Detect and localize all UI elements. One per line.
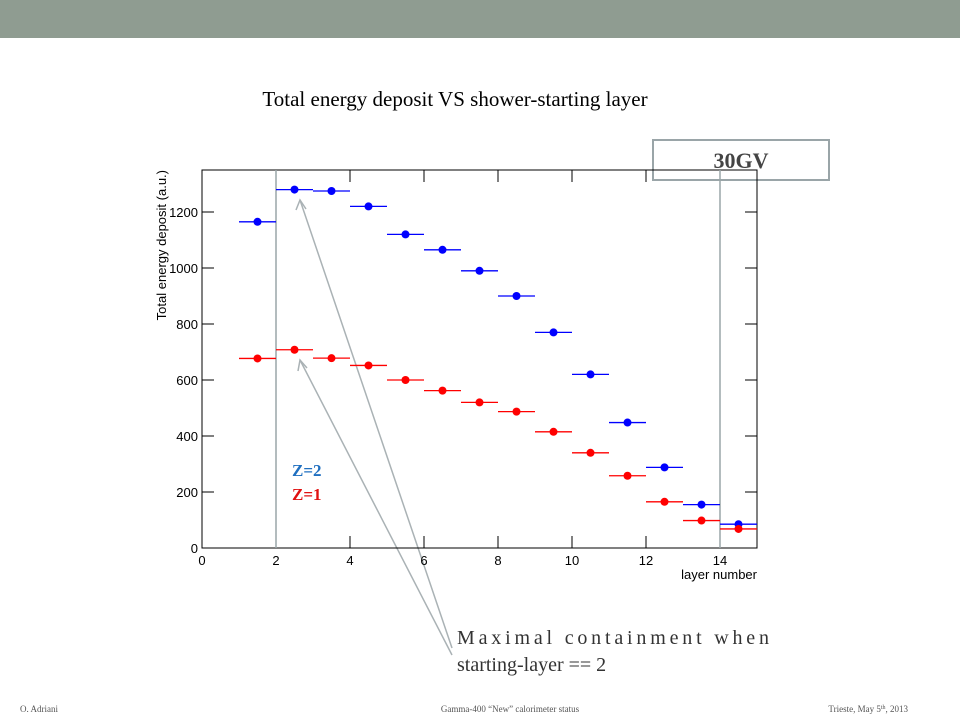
point: [697, 516, 706, 525]
footer-date: , 2013: [886, 704, 909, 714]
y-tick-label: 1200: [169, 205, 198, 220]
x-tick-label: 4: [346, 553, 353, 568]
legend-label: Z=2: [292, 461, 322, 480]
point: [623, 471, 632, 480]
x-tick-label: 6: [420, 553, 427, 568]
point: [438, 386, 447, 395]
point: [327, 354, 336, 363]
x-tick-label: 12: [639, 553, 653, 568]
x-tick-label: 8: [494, 553, 501, 568]
point: [253, 354, 262, 363]
header-bar: [0, 0, 960, 38]
point: [475, 398, 484, 407]
annotation: starting-layer == 2: [457, 654, 606, 676]
point: [660, 463, 669, 472]
y-tick-label: 0: [191, 541, 198, 556]
legend-label: Z=1: [292, 485, 322, 504]
annotation: Maximal containment when: [457, 627, 769, 649]
point: [401, 376, 410, 384]
point: [586, 370, 595, 379]
y-tick-label: 1000: [169, 261, 198, 276]
point: [327, 187, 336, 195]
y-tick-label: 600: [176, 373, 198, 388]
arrow: [299, 199, 453, 649]
label-box: [652, 139, 830, 181]
y-axis-label: Total energy deposit (a.u.): [154, 170, 169, 320]
arrowhead: [297, 358, 308, 372]
arrows: [295, 198, 453, 656]
arrowhead: [295, 198, 307, 211]
point: [253, 217, 262, 226]
point: [586, 448, 595, 457]
point: [549, 328, 558, 337]
plot-frame: [201, 169, 758, 549]
point: [512, 407, 521, 416]
point: [549, 427, 558, 436]
footer-date-sup: th: [881, 705, 886, 711]
footer-center: Gamma-400 “New” calorimeter status: [441, 704, 580, 714]
box-label: 30GV: [714, 148, 769, 173]
x-tick-label: 0: [198, 553, 205, 568]
point: [290, 185, 299, 194]
footer-date: Trieste, May 5: [828, 704, 881, 714]
y-tick-label: 800: [176, 317, 198, 332]
x-axis-label: layer number: [681, 567, 758, 582]
point: [623, 418, 632, 427]
point: [734, 524, 743, 533]
point: [364, 202, 373, 211]
chart-title: Total energy deposit VS shower-starting …: [262, 87, 647, 111]
point: [364, 361, 373, 370]
y-tick-label: 400: [176, 429, 198, 444]
point: [401, 230, 410, 239]
y-tick-label: 200: [176, 485, 198, 500]
point: [697, 500, 706, 509]
point: [290, 345, 299, 354]
x-tick-label: 14: [713, 553, 727, 568]
point: [512, 292, 521, 300]
x-tick-label: 2: [272, 553, 279, 568]
arrow: [299, 359, 453, 656]
x-tick-label: 10: [565, 553, 579, 568]
point: [660, 497, 669, 506]
footer-right: Trieste, May 5th, 2013: [828, 704, 908, 714]
point: [475, 266, 484, 275]
point: [438, 245, 447, 254]
footer-left: O. Adriani: [20, 704, 58, 714]
